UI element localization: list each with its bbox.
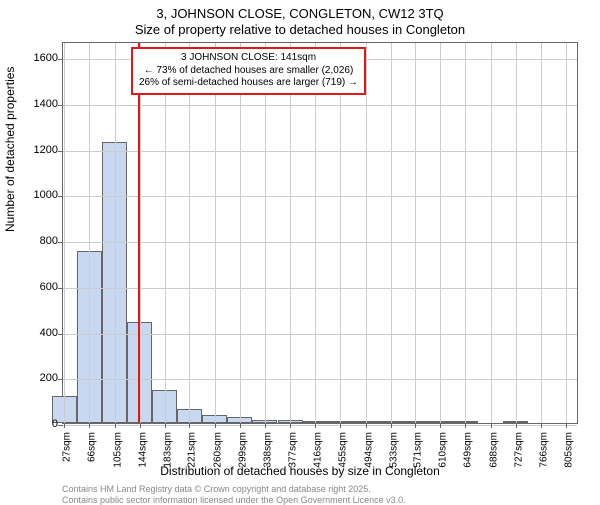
- x-tick-label: 688sqm: [488, 432, 499, 468]
- x-tick-label: 455sqm: [338, 432, 349, 468]
- y-tick-label: 0: [52, 418, 58, 430]
- y-tick-label: 1400: [34, 98, 58, 110]
- x-tick-label: 533sqm: [388, 432, 399, 468]
- marker-annotation: 3 JOHNSON CLOSE: 141sqm ← 73% of detache…: [131, 47, 366, 95]
- attribution-line1: Contains HM Land Registry data © Crown c…: [62, 484, 371, 494]
- x-tick-label: 727sqm: [513, 432, 524, 468]
- chart-title-address: 3, JOHNSON CLOSE, CONGLETON, CW12 3TQ: [0, 6, 600, 21]
- y-axis-label: Number of detached properties: [3, 67, 17, 232]
- x-tick-label: 66sqm: [87, 432, 98, 462]
- x-tick-label: 221sqm: [187, 432, 198, 468]
- plot-area: 3 JOHNSON CLOSE: 141sqm ← 73% of detache…: [62, 42, 578, 424]
- x-tick-label: 183sqm: [162, 432, 173, 468]
- x-tick-label: 338sqm: [262, 432, 273, 468]
- y-tick-label: 1000: [34, 189, 58, 201]
- y-tick-label: 1200: [34, 144, 58, 156]
- property-size-chart: 3, JOHNSON CLOSE, CONGLETON, CW12 3TQ Si…: [0, 0, 600, 500]
- x-tick-label: 105sqm: [112, 432, 123, 468]
- x-tick-label: 260sqm: [212, 432, 223, 468]
- y-tick-label: 800: [40, 235, 58, 247]
- y-tick-label: 200: [40, 372, 58, 384]
- annotation-line1: 3 JOHNSON CLOSE: 141sqm: [139, 52, 358, 65]
- x-tick-label: 27sqm: [62, 432, 73, 462]
- y-tick-label: 600: [40, 281, 58, 293]
- x-tick-label: 610sqm: [438, 432, 449, 468]
- y-tick-label: 1600: [34, 52, 58, 64]
- attribution-line2: Contains public sector information licen…: [62, 495, 406, 505]
- chart-title-desc: Size of property relative to detached ho…: [0, 22, 600, 37]
- annotation-line3: 26% of semi-detached houses are larger (…: [139, 77, 358, 90]
- property-marker-line: [138, 43, 140, 423]
- x-tick-label: 144sqm: [137, 432, 148, 468]
- y-tick-label: 400: [40, 327, 58, 339]
- x-tick-label: 299sqm: [237, 432, 248, 468]
- x-tick-label: 766sqm: [538, 432, 549, 468]
- x-tick-label: 649sqm: [463, 432, 474, 468]
- x-tick-label: 805sqm: [564, 432, 575, 468]
- x-tick-label: 571sqm: [413, 432, 424, 468]
- x-tick-label: 416sqm: [313, 432, 324, 468]
- x-axis-label: Distribution of detached houses by size …: [0, 464, 600, 478]
- x-tick-label: 494sqm: [363, 432, 374, 468]
- x-tick-label: 377sqm: [288, 432, 299, 468]
- annotation-line2: ← 73% of detached houses are smaller (2,…: [139, 65, 358, 78]
